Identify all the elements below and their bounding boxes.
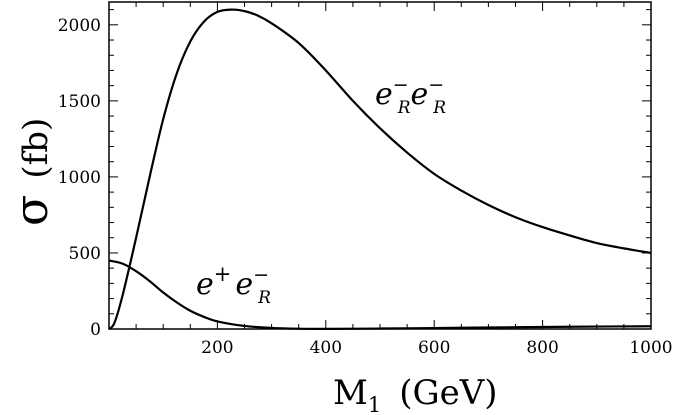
x-tick-label: 200 xyxy=(201,338,233,358)
x-axis-title: M1 (GeV) xyxy=(333,373,498,415)
tick-labels: 200 400 600 800 1000 0 500 1000 1500 2000 xyxy=(58,16,673,358)
curves xyxy=(108,8,652,330)
x-tick-label: 400 xyxy=(310,338,342,358)
y-tick-label: 2000 xyxy=(58,16,101,36)
x-tick-label: 1000 xyxy=(629,338,672,358)
y-tick-label: 500 xyxy=(69,244,101,264)
axis-ticks xyxy=(109,2,651,329)
y-tick-label: 1000 xyxy=(58,168,101,188)
label-ep-eR: e+ e− R xyxy=(196,262,271,308)
plot-frame xyxy=(108,1,652,330)
label-eR-eR: e− Re− R xyxy=(375,74,446,118)
y-axis-title: σ(fb) xyxy=(4,118,58,226)
curve-eR-eR xyxy=(108,8,652,330)
x-tick-label: 800 xyxy=(526,338,558,358)
y-tick-label: 1500 xyxy=(58,92,101,112)
x-tick-label: 600 xyxy=(418,338,450,358)
curve-ep-eR xyxy=(108,259,652,330)
y-tick-label: 0 xyxy=(90,320,101,340)
